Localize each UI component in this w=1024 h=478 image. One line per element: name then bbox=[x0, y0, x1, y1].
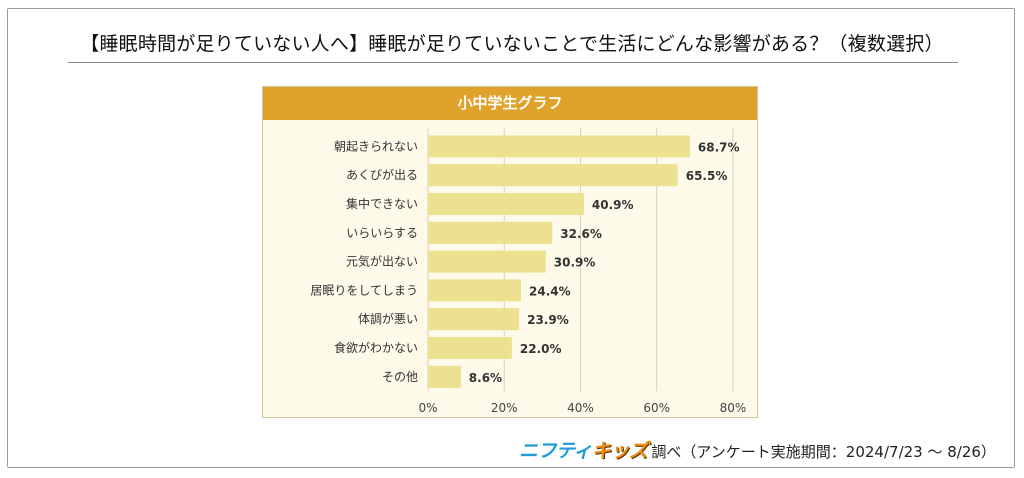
data-label: 40.9% bbox=[592, 198, 634, 212]
category-label: その他 bbox=[382, 370, 418, 384]
source-footer: ニフティ キッズ 調べ（アンケート実施期間：2024/7/23 ～ 8/26） bbox=[519, 436, 996, 463]
category-label: 食欲がわかない bbox=[334, 340, 418, 355]
bar bbox=[428, 337, 512, 359]
category-label: いらいらする bbox=[346, 226, 418, 240]
data-label: 68.7% bbox=[698, 140, 740, 154]
x-tick-label: 20% bbox=[491, 401, 518, 415]
bar-chart: 0% 20% 40% 60% 80% 朝起きられない 68.7% あくびが出る 65.5% 集中で… bbox=[310, 128, 747, 415]
bar bbox=[428, 250, 546, 273]
data-label: 23.9% bbox=[527, 313, 569, 327]
data-label: 24.4% bbox=[529, 284, 571, 298]
bar bbox=[428, 308, 520, 331]
data-label: 32.6% bbox=[560, 227, 602, 241]
brand-logo-nifty: ニフティ bbox=[519, 440, 592, 462]
data-label: 22.0% bbox=[520, 342, 562, 356]
data-label: 30.9% bbox=[554, 256, 596, 270]
category-label: 朝起きられない bbox=[334, 139, 418, 153]
data-label: 65.5% bbox=[686, 169, 728, 183]
title-divider bbox=[68, 62, 958, 63]
bar bbox=[428, 164, 678, 187]
brand-logo-kids: キッズ bbox=[591, 440, 648, 462]
category-label: 体調が悪い bbox=[358, 311, 418, 326]
x-tick-label: 80% bbox=[720, 401, 747, 415]
x-tick-label: 40% bbox=[567, 401, 594, 415]
data-label: 8.6% bbox=[469, 371, 502, 385]
bar bbox=[428, 221, 553, 244]
bar bbox=[428, 193, 584, 215]
category-label: 集中できない bbox=[346, 196, 418, 211]
category-label: 居眠りをしてしまう bbox=[310, 283, 418, 297]
bar bbox=[428, 279, 522, 302]
chart-title: 小中学生グラフ bbox=[263, 87, 757, 120]
chart-panel: 小中学生グラフ 0% 20% 40% 60% 80% 朝起きられない 68.7% あくびが出る… bbox=[262, 86, 758, 418]
category-label: あくびが出る bbox=[346, 167, 418, 182]
page-title: 【睡眠時間が足りていない人へ】睡眠が足りていないことで生活にどんな影響がある？（… bbox=[80, 33, 944, 55]
source-note: 調べ（アンケート実施期間：2024/7/23 ～ 8/26） bbox=[651, 443, 996, 461]
bar bbox=[428, 365, 461, 388]
bar bbox=[428, 135, 690, 158]
x-tick-label: 0% bbox=[418, 401, 437, 415]
category-label: 元気が出ない bbox=[346, 254, 418, 269]
x-tick-label: 60% bbox=[643, 401, 670, 415]
